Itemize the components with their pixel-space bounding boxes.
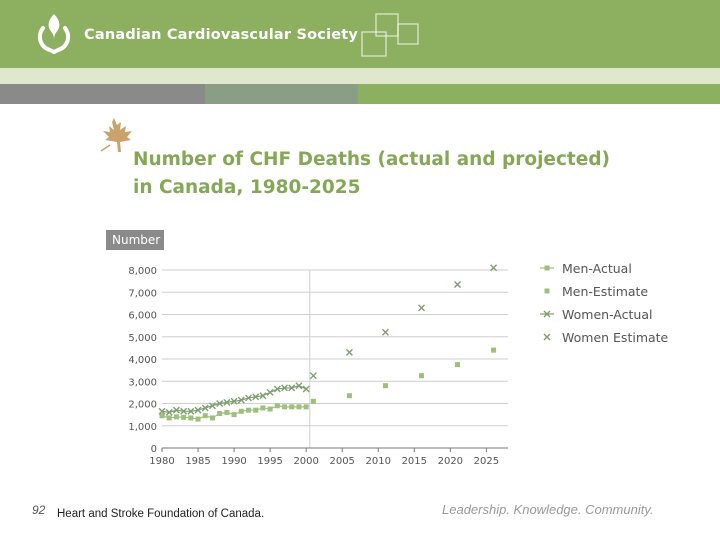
men-estimate-point	[419, 373, 424, 379]
x-tick-label: 1990	[221, 456, 246, 467]
x-tick-label: 2005	[329, 456, 354, 467]
chart-area: Number 0 1,000 2,000 3,000 4,000 5,000 6,000 7,0…	[100, 228, 680, 474]
y-tick-label: 5,000	[128, 333, 157, 344]
men-actual-point	[296, 404, 302, 410]
y-tick-label: 3,000	[128, 377, 157, 388]
tagline: Leadership. Knowledge. Community.	[442, 502, 654, 517]
y-tick-label: 2,000	[128, 400, 157, 411]
x-tick-label: 1980	[149, 456, 174, 467]
legend-marker-women-estimate	[543, 333, 551, 341]
women-estimate-point	[454, 280, 462, 288]
y-tick-label: 1,000	[128, 422, 157, 433]
women-actual-point	[223, 398, 231, 406]
women-actual-point	[259, 392, 267, 400]
legend-marker-women-actual	[543, 310, 551, 318]
men-actual-point	[224, 409, 230, 415]
women-estimate-point	[345, 348, 353, 356]
legend-label-women-actual: Women-Actual	[562, 307, 652, 322]
women-actual-point	[208, 402, 216, 410]
chart-title: Number of CHF Deaths (actual and project…	[133, 149, 611, 198]
men-estimate-point	[346, 393, 352, 399]
women-actual-point	[266, 388, 274, 396]
chf-deaths-chart: Number 0 1,000 2,000 3,000 4,000 5,000 6,000 7,0…	[106, 230, 669, 467]
women-actual-point	[158, 407, 166, 415]
header-band-gray	[0, 84, 205, 104]
men-estimate-point	[310, 398, 316, 404]
men-estimate-point	[455, 362, 461, 368]
y-tick-label: 7,000	[128, 288, 157, 299]
men-actual-point	[231, 412, 237, 418]
men-actual-point	[159, 413, 165, 419]
header-bar: Canadian Cardiovascular Society	[0, 0, 720, 68]
men-actual-point	[246, 407, 251, 413]
men-actual-point	[173, 414, 179, 420]
men-actual-point	[303, 404, 309, 410]
y-axis-label-box	[106, 230, 164, 250]
men-actual-point	[217, 411, 223, 417]
legend-label-women-estimate: Women Estimate	[562, 330, 669, 345]
women-actual-point	[295, 382, 303, 390]
ccs-heart-logo-icon	[37, 14, 71, 54]
women-estimate-point	[381, 328, 389, 336]
women-actual-point	[187, 407, 195, 415]
y-tick-label: 4,000	[128, 355, 157, 366]
women-actual-point	[302, 385, 310, 393]
women-actual-point	[201, 404, 209, 412]
women-actual-point	[194, 406, 202, 414]
women-estimate-point	[309, 372, 317, 380]
women-actual-point	[230, 397, 238, 405]
women-actual-point	[273, 385, 281, 393]
legend-marker-men-estimate	[544, 288, 550, 294]
legend-marker-men-actual	[544, 265, 550, 271]
header-band-green	[358, 84, 720, 104]
men-actual-point	[238, 408, 244, 414]
slide-number: 92	[32, 503, 46, 517]
men-actual-point	[282, 404, 288, 410]
men-actual-point	[274, 403, 280, 409]
y-tick-label: 6,000	[128, 311, 157, 322]
y-tick-label: 8,000	[128, 266, 157, 277]
men-actual-point	[289, 404, 295, 410]
men-actual-point	[267, 406, 273, 412]
women-actual-point	[245, 394, 252, 402]
x-tick-label: 2025	[474, 456, 499, 467]
women-actual-point	[165, 408, 173, 416]
header-band-sage	[205, 84, 358, 104]
org-name: Canadian Cardiovascular Society	[84, 27, 359, 43]
men-actual-point	[181, 414, 187, 420]
women-actual-point	[172, 406, 180, 414]
legend-label-men-estimate: Men-Estimate	[562, 284, 648, 299]
women-actual-point	[288, 384, 296, 392]
women-actual-point	[180, 407, 188, 415]
legend-label-men-actual: Men-Actual	[562, 261, 632, 276]
men-actual-point	[166, 415, 172, 421]
men-actual-point	[253, 407, 259, 413]
men-actual-point	[260, 405, 266, 411]
men-actual-point	[209, 415, 215, 421]
decorative-squares-icon	[361, 13, 419, 57]
y-axis-label: Number	[112, 233, 160, 247]
x-tick-label: 2015	[402, 456, 427, 467]
women-actual-point	[237, 396, 245, 404]
x-tick-label: 1995	[257, 456, 282, 467]
men-actual-point	[195, 416, 201, 422]
women-estimate-point	[418, 304, 425, 312]
x-tick-label: 2010	[366, 456, 391, 467]
y-tick-label: 0	[151, 444, 157, 455]
women-estimate-point	[490, 264, 498, 272]
men-estimate-point	[382, 383, 388, 389]
x-tick-label: 1985	[185, 456, 210, 467]
x-tick-label: 2000	[293, 456, 318, 467]
women-actual-point	[252, 393, 260, 401]
x-tick-label: 2020	[438, 456, 463, 467]
source-note: Heart and Stroke Foundation of Canada.	[57, 508, 265, 520]
header-stripe	[0, 68, 720, 84]
women-actual-point	[281, 384, 289, 392]
women-actual-point	[216, 400, 224, 407]
maple-leaf-icon	[100, 118, 132, 152]
men-actual-point	[202, 413, 208, 419]
men-actual-point	[188, 415, 194, 421]
men-estimate-point	[491, 347, 497, 353]
